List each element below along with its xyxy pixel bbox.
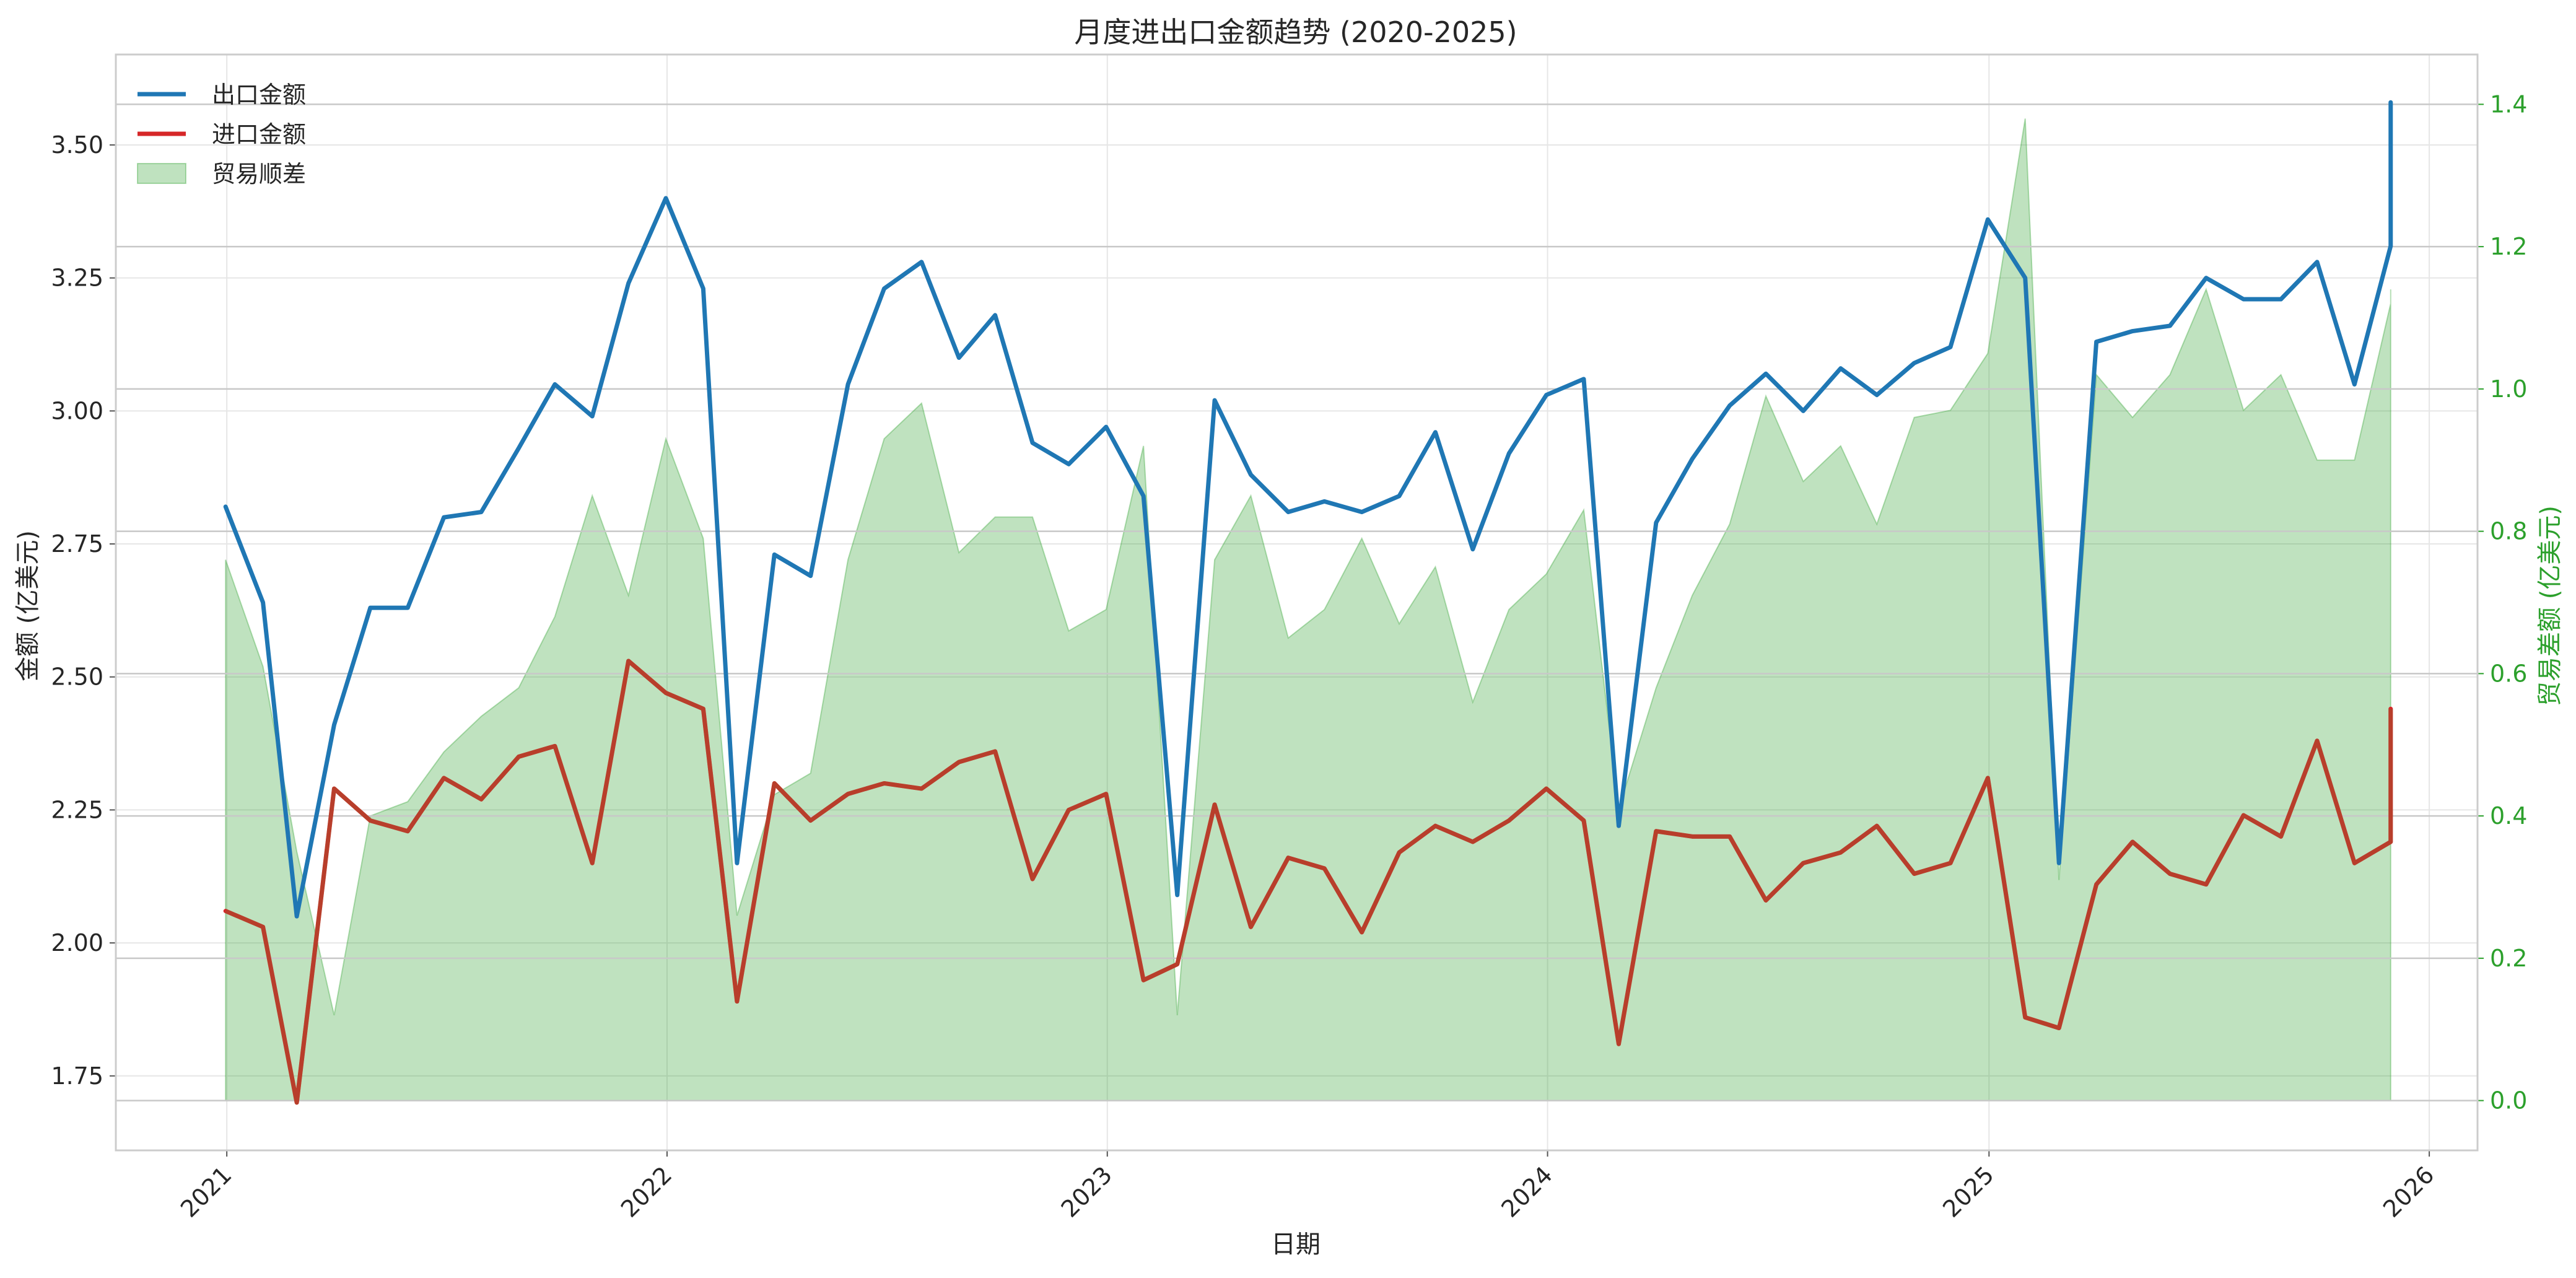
- plot-frame: [115, 53, 2479, 1152]
- y2-axis-label: 贸易差额 (亿美元): [2536, 506, 2564, 706]
- import-line-tint: [224, 659, 2393, 1105]
- x-axis-label: 日期: [1271, 1230, 1321, 1259]
- legend-label: 贸易顺差: [212, 160, 306, 188]
- chart-title: 月度进出口金额趋势 (2020-2025): [1074, 15, 1517, 49]
- y2-tick-label: 0.6: [2490, 660, 2527, 687]
- legend-label: 进口金额: [212, 121, 306, 148]
- y2-tick-label: 0.8: [2490, 518, 2527, 545]
- export-line: [223, 100, 2393, 919]
- y-tick-label: 2.75: [51, 530, 103, 558]
- y2-tick-label: 0.4: [2490, 802, 2527, 829]
- y-tick-label: 2.50: [51, 663, 103, 691]
- y2-tick-label: 0.2: [2490, 945, 2527, 972]
- legend-swatch-surplus: [137, 163, 186, 184]
- surplus-area: [225, 118, 2391, 1101]
- grid-layer: [116, 55, 2478, 1150]
- y-axis-label: 金额 (亿美元): [14, 530, 42, 681]
- y-tick-label: 3.25: [51, 265, 103, 292]
- y2-tick-label: 1.2: [2490, 233, 2527, 260]
- surplus-area-layer: [225, 118, 2391, 1101]
- y2-tick-label: 1.0: [2490, 375, 2527, 403]
- y-tick-label: 2.00: [51, 929, 103, 956]
- y2-tick-label: 0.0: [2490, 1087, 2527, 1114]
- y2-tick-label: 1.4: [2490, 90, 2527, 118]
- line-layer: [223, 100, 2393, 1105]
- right-grid-layer: [116, 103, 2478, 1101]
- y-tick-label: 3.00: [51, 397, 103, 424]
- y-tick-label: 3.50: [51, 131, 103, 159]
- y-tick-label: 1.75: [51, 1062, 103, 1090]
- y-tick-label: 2.25: [51, 796, 103, 823]
- legend-label: 出口金额: [212, 81, 306, 108]
